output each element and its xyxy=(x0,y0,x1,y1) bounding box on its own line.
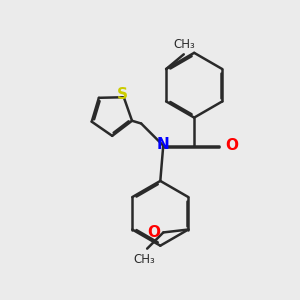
Text: O: O xyxy=(147,225,160,240)
Text: N: N xyxy=(157,136,169,152)
Text: CH₃: CH₃ xyxy=(133,253,155,266)
Text: O: O xyxy=(226,138,239,153)
Text: CH₃: CH₃ xyxy=(173,38,195,51)
Text: S: S xyxy=(117,87,128,102)
